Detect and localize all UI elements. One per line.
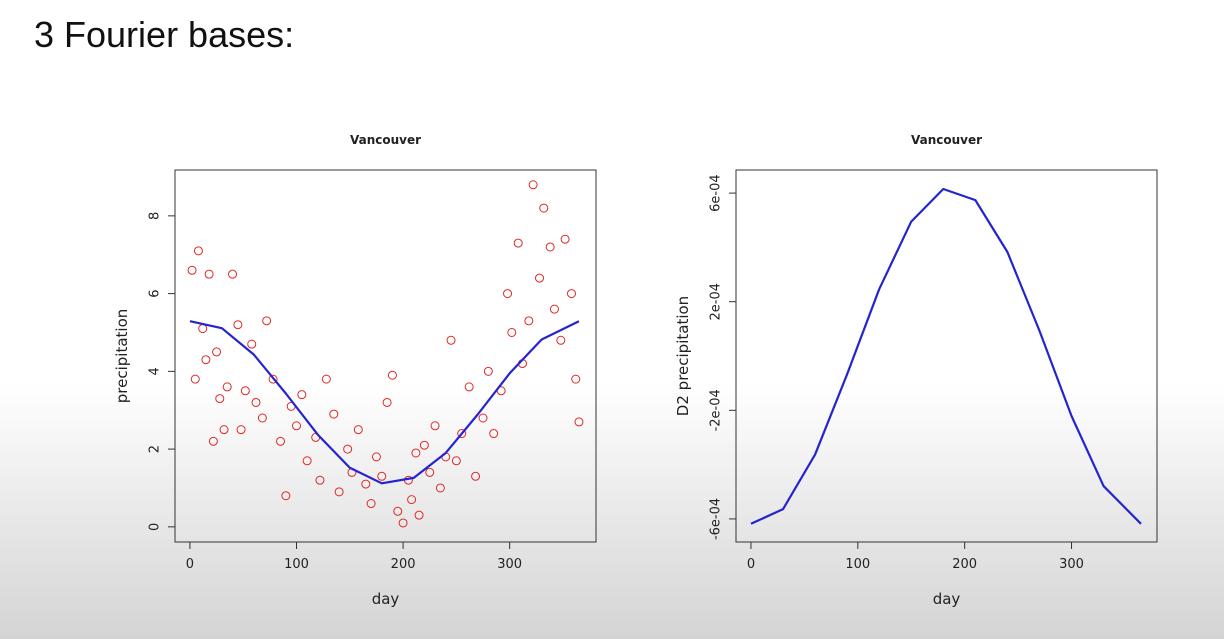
x-axis-label: day xyxy=(933,590,961,608)
data-point xyxy=(574,417,584,427)
x-tick-label: 300 xyxy=(497,557,522,572)
data-point xyxy=(382,397,392,407)
y-axis-label: precipitation xyxy=(113,309,131,404)
slide-title: 3 Fourier bases: xyxy=(34,14,295,55)
data-point xyxy=(566,289,576,299)
x-tick-label: 300 xyxy=(1059,557,1084,572)
y-tick-label: 2 xyxy=(148,445,163,453)
y-tick-label: 6e-04 xyxy=(709,174,724,212)
x-tick-label: 100 xyxy=(845,557,870,572)
data-point xyxy=(222,382,232,392)
data-point xyxy=(507,327,517,337)
fit-curve xyxy=(750,187,1142,525)
data-point xyxy=(545,242,555,252)
data-point xyxy=(268,374,278,384)
data-point xyxy=(556,335,566,345)
data-point xyxy=(334,487,344,497)
data-point xyxy=(276,436,286,446)
data-point xyxy=(251,397,261,407)
data-point xyxy=(464,382,474,392)
data-point xyxy=(430,421,440,431)
data-point xyxy=(414,510,424,520)
data-point xyxy=(329,409,339,419)
y-axis-label: D2 precipitation xyxy=(674,296,692,416)
data-point xyxy=(483,366,493,376)
data-point xyxy=(503,289,513,299)
x-tick-label: 200 xyxy=(391,557,416,572)
data-point xyxy=(539,203,549,213)
data-point xyxy=(228,269,238,279)
plot-frame xyxy=(174,169,597,543)
data-point xyxy=(240,386,250,396)
data-point xyxy=(513,238,523,248)
data-point xyxy=(292,421,302,431)
data-point xyxy=(535,273,545,283)
fit-curve xyxy=(189,320,580,485)
data-point xyxy=(353,425,363,435)
y-tick-label: 2e-04 xyxy=(709,283,724,321)
data-point xyxy=(247,339,257,349)
data-point xyxy=(419,440,429,450)
data-point xyxy=(435,483,445,493)
chart-title: Vancouver xyxy=(350,133,421,147)
data-point xyxy=(262,316,272,326)
y-tick-label: 0 xyxy=(148,523,163,531)
data-point xyxy=(361,479,371,489)
data-point xyxy=(451,456,461,466)
data-point xyxy=(257,413,267,423)
data-point xyxy=(411,448,421,458)
data-point xyxy=(528,180,538,190)
data-point xyxy=(212,347,222,357)
data-point xyxy=(315,475,325,485)
x-tick-label: 0 xyxy=(747,557,755,572)
data-point xyxy=(478,413,488,423)
x-axis-label: day xyxy=(372,590,400,608)
data-point xyxy=(549,304,559,314)
chart-title: Vancouver xyxy=(911,133,982,147)
x-tick-label: 0 xyxy=(186,557,194,572)
data-point xyxy=(198,324,208,334)
data-point xyxy=(281,491,291,501)
data-point xyxy=(321,374,331,384)
x-tick-label: 200 xyxy=(952,557,977,572)
data-point xyxy=(215,394,225,404)
plot-frame xyxy=(735,169,1158,543)
data-point xyxy=(219,425,229,435)
y-tick-label: -2e-04 xyxy=(709,389,724,431)
data-point xyxy=(560,234,570,244)
data-point xyxy=(201,355,211,365)
data-point xyxy=(457,429,467,439)
data-point xyxy=(571,374,581,384)
data-point xyxy=(524,316,534,326)
data-point xyxy=(398,518,408,528)
data-point xyxy=(187,265,197,275)
data-point xyxy=(302,456,312,466)
data-point xyxy=(208,436,218,446)
data-point xyxy=(489,429,499,439)
data-point xyxy=(425,467,435,477)
y-tick-label: -6e-04 xyxy=(709,498,724,540)
x-tick-label: 100 xyxy=(284,557,309,572)
data-point xyxy=(471,471,481,481)
data-point xyxy=(190,374,200,384)
data-point xyxy=(204,269,214,279)
data-point xyxy=(343,444,353,454)
data-point xyxy=(377,471,387,481)
data-point xyxy=(193,246,203,256)
data-point xyxy=(233,320,243,330)
y-tick-label: 4 xyxy=(148,367,163,375)
data-point xyxy=(297,390,307,400)
y-tick-label: 8 xyxy=(148,212,163,220)
data-point xyxy=(236,425,246,435)
data-point xyxy=(366,499,376,509)
data-point xyxy=(371,452,381,462)
data-point xyxy=(446,335,456,345)
data-point xyxy=(387,370,397,380)
data-point xyxy=(407,495,417,505)
data-point xyxy=(393,506,403,516)
y-tick-label: 6 xyxy=(148,289,163,297)
